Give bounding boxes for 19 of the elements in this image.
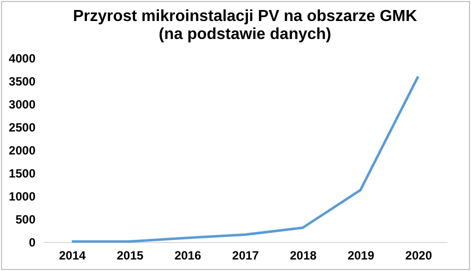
- x-tick-label: 2020: [405, 248, 432, 262]
- y-tick-label: 500: [15, 212, 36, 226]
- y-tick-label: 3500: [8, 74, 36, 88]
- x-tick-label: 2017: [232, 248, 260, 262]
- y-tick-label: 2500: [8, 120, 36, 134]
- y-tick-label: 3000: [8, 98, 36, 112]
- x-tick-label: 2019: [348, 248, 375, 262]
- x-tick-label: 2015: [116, 248, 144, 262]
- text: (na podstawie danych): [158, 26, 332, 43]
- y-tick-label: 4000: [8, 52, 36, 66]
- y-tick-label: 1500: [8, 166, 36, 180]
- text: Przyrost mikroinstalacji PV na obszarze GMK: [72, 8, 418, 25]
- x-tick-label: 2016: [174, 248, 202, 262]
- y-tick-label: 2000: [8, 144, 36, 158]
- x-tick-label: 2014: [59, 248, 86, 262]
- y-tick-label: 0: [28, 236, 36, 250]
- x-tick-label: 2018: [290, 248, 317, 262]
- line-series: [70, 75, 420, 243]
- y-tick-label: 1000: [8, 190, 36, 204]
